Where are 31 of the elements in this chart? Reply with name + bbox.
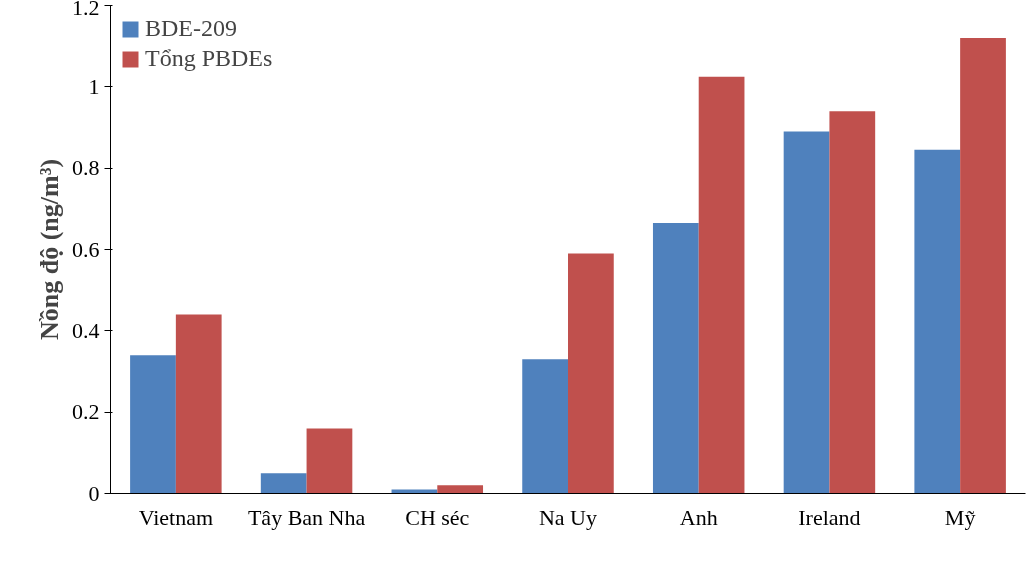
y-tick-label: 1.2 (72, 0, 100, 20)
x-tick-label: Vietnam (138, 504, 214, 530)
y-tick-label: 0.8 (72, 155, 100, 181)
x-tick-label: Mỹ (944, 504, 976, 530)
x-tick-label: Tây Ban Nha (247, 504, 366, 530)
bar (437, 485, 484, 494)
bar (260, 473, 307, 494)
y-axis-title: Nồng độ (ng/m³) (35, 158, 64, 341)
y-tick-label: 0.2 (72, 399, 100, 425)
bar (522, 359, 568, 494)
y-tick-label: 0.4 (72, 317, 100, 343)
bar (568, 253, 614, 494)
bar (960, 38, 1006, 494)
x-tick-label: CH séc (405, 504, 470, 530)
y-tick-label: 0 (88, 480, 100, 506)
y-tick-label: 0.6 (72, 236, 100, 262)
bar (914, 149, 961, 494)
bar (698, 76, 745, 494)
bar (391, 489, 438, 494)
legend-label: Tổng PBDEs (145, 45, 273, 72)
x-tick-label: Ireland (798, 504, 861, 530)
bar (829, 111, 876, 494)
bar (130, 355, 176, 494)
bar (783, 131, 830, 494)
x-tick-label: Anh (679, 504, 718, 530)
bar (652, 223, 699, 494)
legend-label: BDE-209 (145, 15, 237, 42)
bar (175, 314, 222, 494)
bar (306, 428, 353, 494)
x-tick-label: Na Uy (538, 504, 598, 530)
y-tick-label: 1 (88, 73, 100, 99)
